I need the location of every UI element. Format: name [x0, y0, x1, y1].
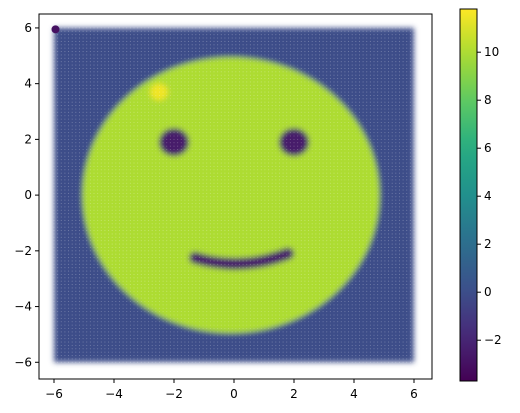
x-tick-label: −4 [105, 387, 123, 401]
y-tick-label: 6 [24, 21, 32, 35]
colorbar-tick-label: −2 [484, 333, 502, 347]
colorbar-frame [459, 8, 478, 382]
plot-frame [38, 13, 433, 380]
y-tick-label: −6 [14, 355, 32, 369]
colorbar: −2 0 2 4 6 8 10 [459, 8, 502, 382]
y-tick-label: −2 [14, 244, 32, 258]
colorbar-ticks: −2 0 2 4 6 8 10 [477, 45, 502, 347]
x-tick-label: −6 [45, 387, 63, 401]
x-tick-label: 2 [290, 387, 298, 401]
heatmap-field [54, 27, 414, 363]
left-eye [159, 128, 189, 157]
y-tick-label: −4 [14, 300, 32, 314]
colorbar-tick-label: 4 [484, 189, 492, 203]
x-axis: −6 −4 −2 0 2 4 6 [45, 379, 418, 401]
x-tick-label: 0 [230, 387, 238, 401]
x-tick-label: 4 [350, 387, 358, 401]
plot-area [38, 13, 433, 380]
colorbar-tick-label: 8 [484, 93, 492, 107]
corner-marker [51, 25, 60, 34]
colorbar-tick-label: 10 [484, 45, 499, 59]
face-region [82, 57, 380, 334]
mouth [189, 247, 294, 270]
x-tick-label: −2 [165, 387, 183, 401]
y-axis: −6 −4 −2 0 2 4 6 [14, 21, 39, 369]
right-eye [279, 128, 309, 157]
face-highlight [150, 83, 168, 101]
y-tick-label: 4 [24, 77, 32, 91]
y-tick-label: 0 [24, 188, 32, 202]
y-tick-label: 2 [24, 132, 32, 146]
colorbar-tick-label: 0 [484, 285, 492, 299]
x-tick-label: 6 [410, 387, 418, 401]
colorbar-tick-label: 2 [484, 237, 492, 251]
colorbar-gradient [460, 9, 477, 381]
colorbar-tick-label: 6 [484, 141, 492, 155]
